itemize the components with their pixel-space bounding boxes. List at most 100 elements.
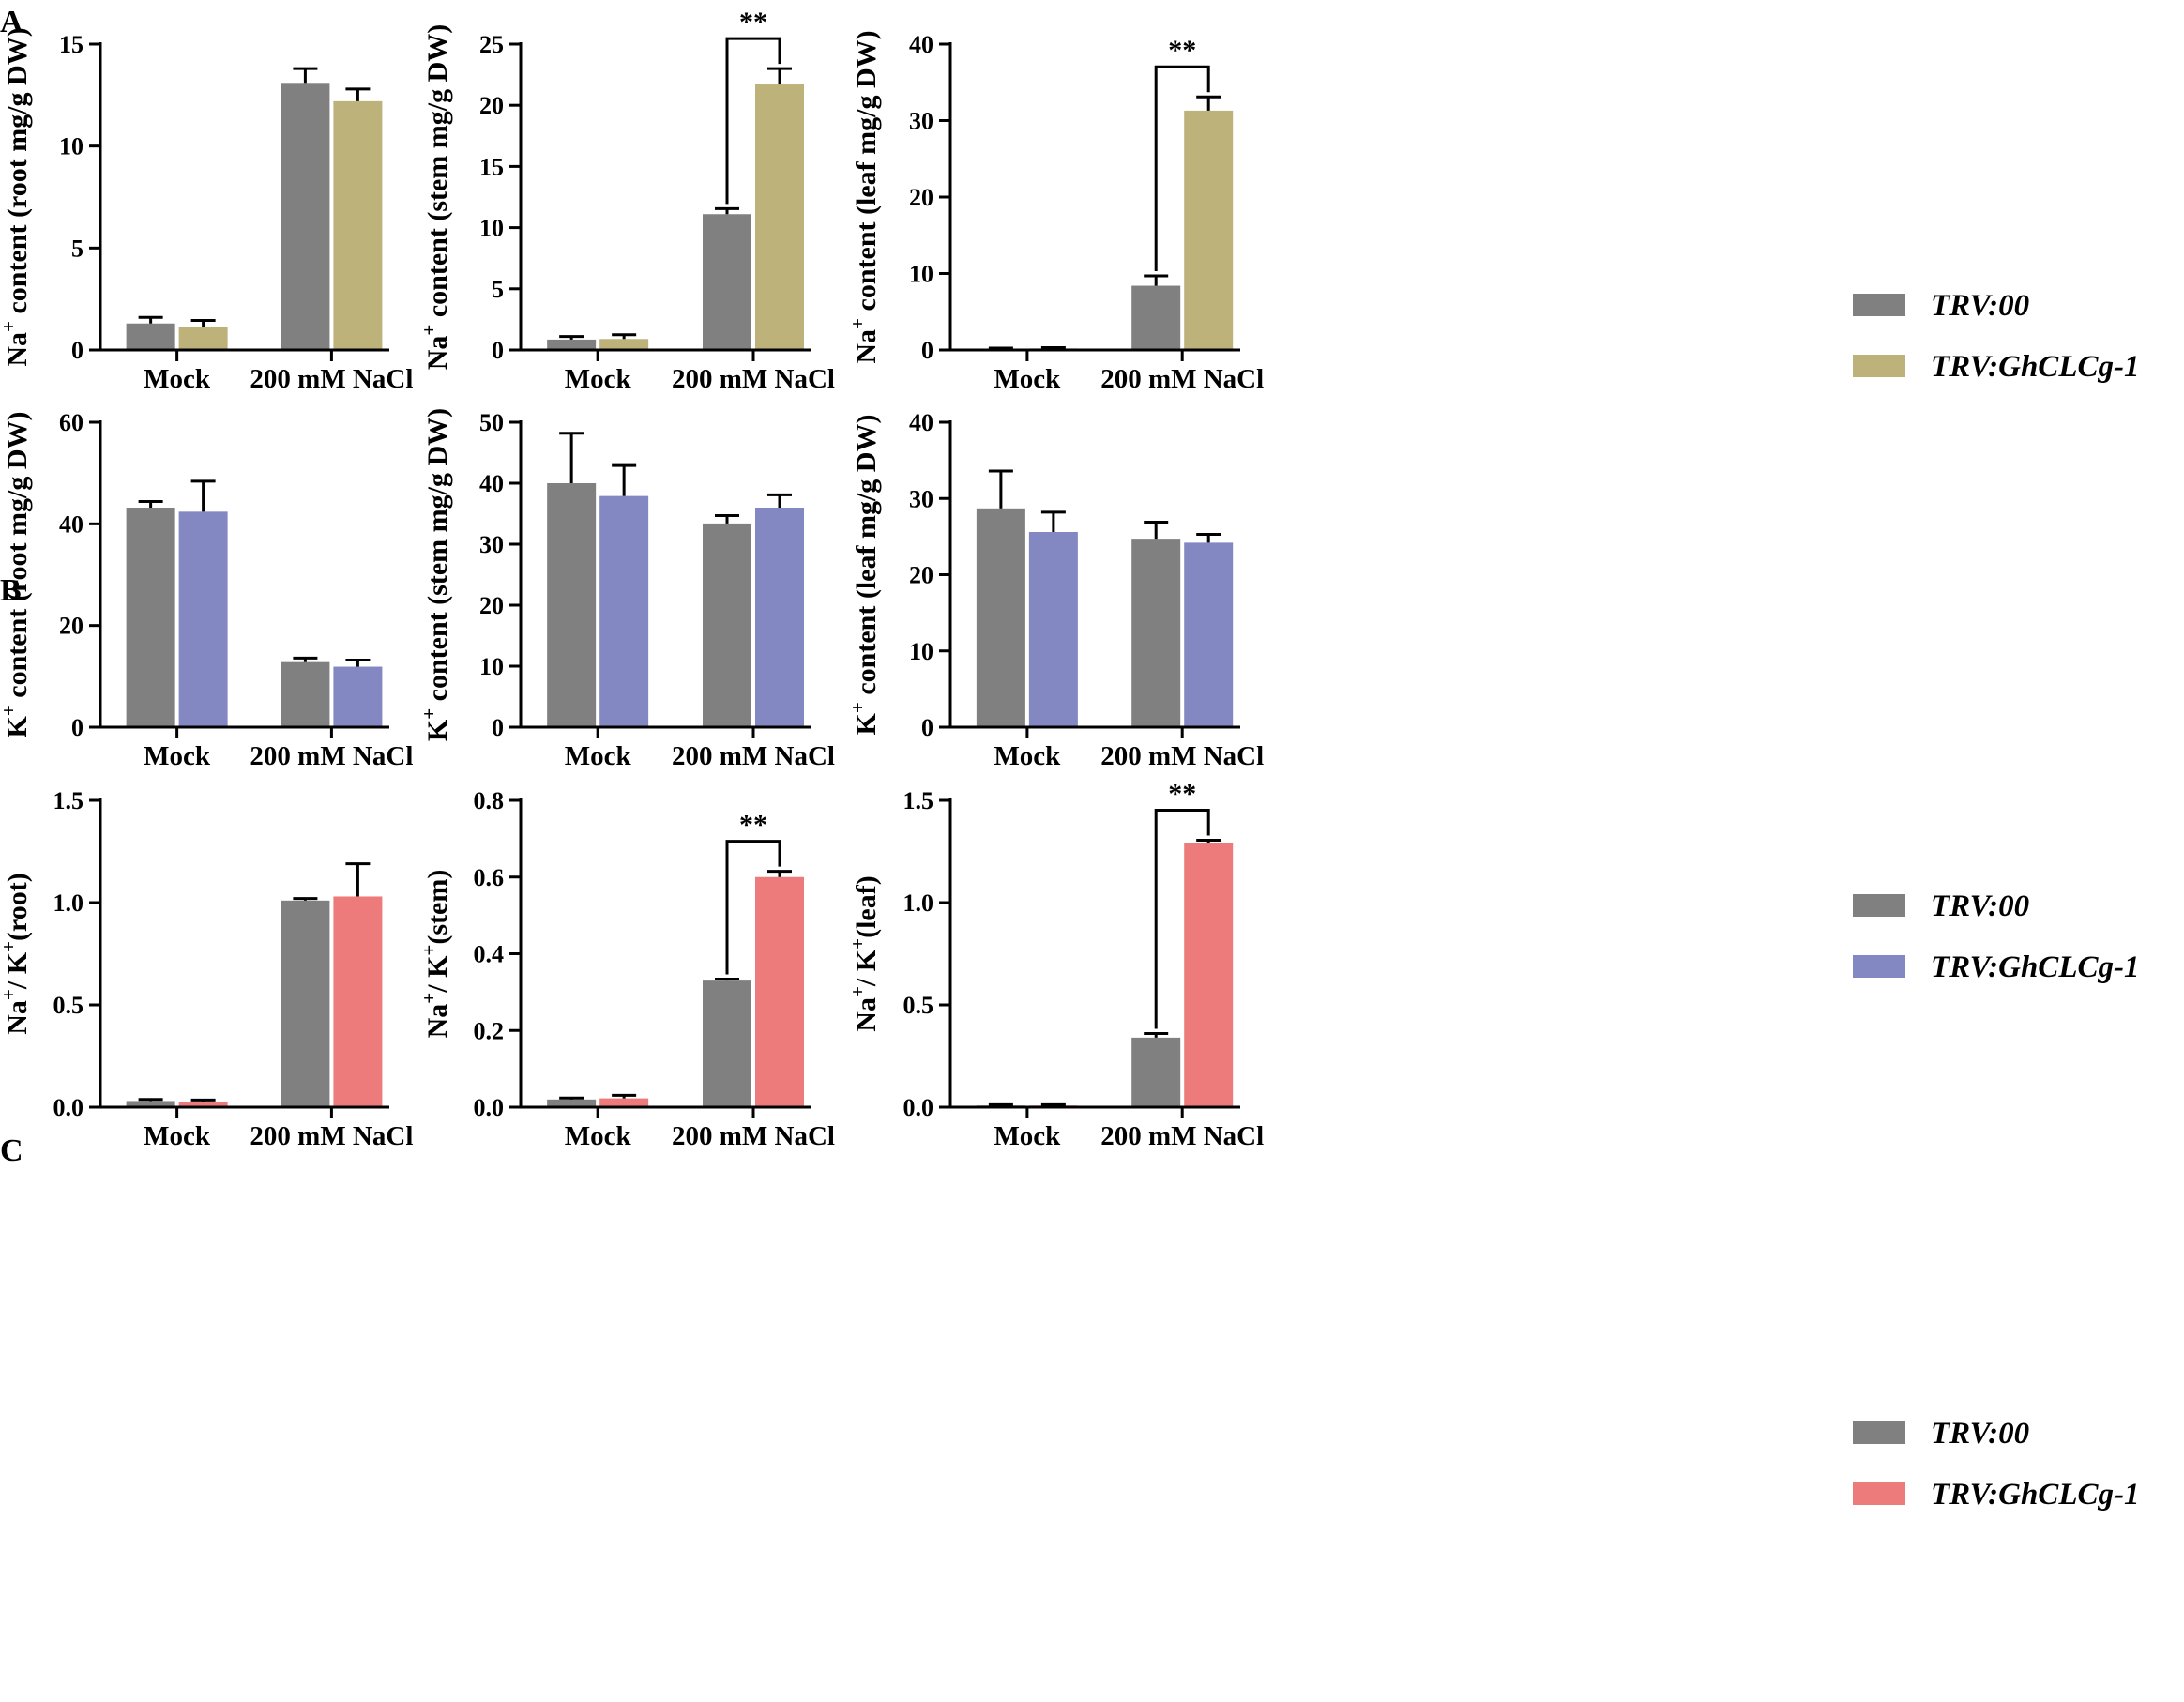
x-tick-label: 200 mM NaCl	[1100, 1121, 1264, 1151]
x-tick-label: Mock	[565, 1121, 632, 1151]
significance-bracket	[1154, 809, 1210, 1029]
panel-label-a: A	[0, 5, 23, 39]
y-tick-label: 40	[909, 31, 933, 58]
y-tick-label: 1.5	[903, 787, 934, 814]
y-tick-label: 1.0	[53, 889, 84, 917]
x-tick-label: 200 mM NaCl	[250, 1121, 413, 1151]
y-tick-label: 0	[921, 714, 933, 741]
bar-treatment-0	[178, 327, 228, 350]
x-tick-label: Mock	[144, 741, 211, 771]
bar-control-1	[281, 83, 330, 350]
y-axis-label: K+ content (leaf mg/g DW)	[846, 415, 882, 736]
bar-control-1	[703, 523, 751, 727]
x-tick-label: 200 mM NaCl	[250, 741, 413, 771]
y-tick-label: 1.0	[903, 889, 934, 917]
y-axis-label: K+ content (root mg/g DW)	[0, 411, 33, 737]
chart-2: 0 5 10 15 20 25 Mock 200 mM NaCl ** Na+ content (…	[417, 7, 835, 394]
y-tick-label: 0	[71, 337, 83, 364]
legend-b: TRV:00 TRV:GhCLCg-1	[1853, 889, 2139, 984]
x-tick-label: 200 mM NaCl	[1100, 364, 1264, 394]
y-axis-label: Na+/ K+(root)	[0, 873, 33, 1035]
y-tick-label: 25	[479, 31, 504, 58]
bar-treatment-0	[599, 495, 649, 727]
chart-5: 0 10 20 30 40 50 Mock 200 mM NaCl K+ content (st…	[417, 408, 835, 771]
significance-label: **	[1168, 779, 1196, 810]
significance-bracket	[725, 840, 781, 975]
y-tick-label: 10	[909, 638, 933, 665]
y-tick-label: 20	[909, 562, 933, 589]
y-tick-label: 10	[909, 261, 933, 288]
chart-4: 0 20 40 60 Mock 200 mM NaCl K+ content (root m…	[0, 409, 413, 771]
x-tick-label: Mock	[144, 364, 211, 394]
y-tick-label: 40	[59, 510, 83, 538]
chart-8: 0.0 0.2 0.4 0.6 0.8 Mock 200 mM NaCl ** Na+/ K+(…	[417, 787, 835, 1151]
y-tick-label: 0.4	[474, 941, 505, 968]
y-tick-label: 0.8	[474, 787, 505, 814]
x-tick-label: Mock	[993, 1121, 1061, 1151]
y-tick-label: 0.6	[474, 864, 505, 891]
y-tick-label: 40	[909, 409, 933, 436]
y-tick-label: 10	[479, 653, 504, 680]
bar-control-1	[281, 900, 330, 1107]
y-tick-label: 40	[479, 470, 504, 497]
chart-7: 0.0 0.5 1.0 1.5 Mock 200 mM NaCl Na+/ K+(root)	[0, 787, 413, 1151]
x-tick-label: 200 mM NaCl	[250, 364, 413, 394]
y-axis-label: Na+ content (leaf mg/g DW)	[846, 30, 882, 363]
y-tick-label: 20	[59, 613, 83, 640]
significance-bracket	[1154, 65, 1210, 271]
bar-control-1	[281, 661, 330, 727]
y-tick-label: 0.0	[903, 1094, 934, 1121]
legend-label: TRV:GhCLCg-1	[1931, 950, 2139, 984]
y-tick-label: 5	[492, 276, 504, 303]
chart-9: 0.0 0.5 1.0 1.5 Mock 200 mM NaCl ** Na+/ K+(lea…	[846, 779, 1264, 1151]
y-tick-label: 5	[71, 235, 83, 262]
y-tick-label: 20	[479, 592, 504, 619]
y-axis-label: Na+/ K+(leaf)	[846, 875, 882, 1031]
legend-swatch	[1853, 894, 1905, 917]
significance-label: **	[739, 810, 767, 841]
y-tick-label: 20	[909, 184, 933, 211]
bar-treatment-0	[1028, 532, 1078, 727]
legend-label: TRV:GhCLCg-1	[1931, 1478, 2139, 1512]
y-tick-label: 0.2	[474, 1017, 505, 1044]
y-tick-label: 0	[71, 714, 83, 741]
y-tick-label: 30	[479, 531, 504, 558]
legend-label: TRV:00	[1931, 289, 2029, 323]
y-tick-label: 20	[479, 92, 504, 119]
panel-label-c: C	[0, 1133, 23, 1168]
bar-control-0	[126, 323, 175, 350]
bar-treatment-0	[599, 1098, 649, 1107]
chart-1: 0 5 10 15 Mock 200 mM NaCl Na+ content (root m…	[0, 27, 413, 394]
legend-c: TRV:00 TRV:GhCLCg-1	[1853, 1417, 2139, 1512]
bar-treatment-0	[178, 1102, 228, 1107]
y-tick-label: 10	[59, 133, 83, 160]
y-tick-label: 15	[479, 153, 504, 180]
legends: TRV:00TRV:GhCLCg-1TRV:00TRV:GhCLCg-1TRV:…	[1853, 289, 2139, 1512]
bar-control-1	[1131, 539, 1181, 727]
y-tick-label: 15	[59, 31, 83, 58]
legend-label: TRV:00	[1931, 889, 2029, 923]
y-tick-label: 0	[492, 337, 504, 364]
y-tick-label: 30	[909, 485, 933, 512]
x-tick-label: Mock	[565, 741, 632, 771]
significance-bracket	[725, 37, 781, 205]
bar-treatment-0	[599, 339, 649, 350]
x-tick-label: Mock	[565, 364, 632, 394]
y-tick-label: 0.5	[53, 992, 84, 1019]
legend-swatch	[1853, 1482, 1905, 1505]
y-tick-label: 0	[921, 337, 933, 364]
chart-3: 0 10 20 30 40 Mock 200 mM NaCl ** Na+ content (l…	[846, 30, 1264, 394]
significance-label: **	[739, 7, 767, 38]
x-tick-label: 200 mM NaCl	[672, 1121, 835, 1151]
chart-6: 0 10 20 30 40 Mock 200 mM NaCl K+ content (leaf…	[846, 409, 1264, 771]
bar-control-0	[126, 1101, 175, 1107]
legend-swatch	[1853, 355, 1905, 377]
legend-label: TRV:00	[1931, 1417, 2029, 1451]
bar-treatment-0	[178, 511, 228, 727]
y-tick-label: 1.5	[53, 787, 84, 814]
legend-label: TRV:GhCLCg-1	[1931, 350, 2139, 384]
y-tick-label: 60	[59, 409, 83, 436]
y-tick-label: 0.0	[53, 1094, 84, 1121]
legend-a: TRV:00 TRV:GhCLCg-1	[1853, 289, 2139, 384]
y-axis-label: Na+ content (root mg/g DW)	[0, 27, 33, 366]
